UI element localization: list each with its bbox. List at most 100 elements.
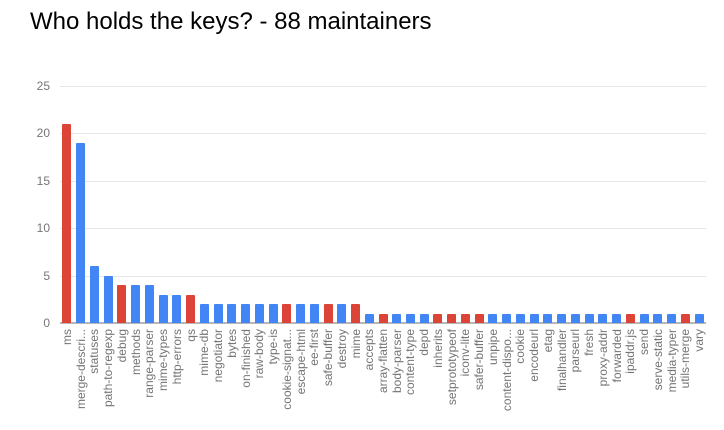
gridline bbox=[60, 86, 706, 87]
x-axis-label: on-finished bbox=[238, 329, 253, 388]
bar-mime-db[interactable] bbox=[199, 304, 209, 323]
bar-cookie-signat[interactable] bbox=[282, 304, 292, 323]
bar-statuses[interactable] bbox=[89, 266, 99, 323]
bar-inherits[interactable] bbox=[433, 313, 443, 323]
bar-qs[interactable] bbox=[186, 294, 196, 323]
bar-http-errors[interactable] bbox=[172, 294, 182, 323]
y-axis-tick-label: 5 bbox=[43, 268, 50, 283]
x-axis-label: setprototypeof bbox=[444, 329, 459, 406]
y-axis-tick-label: 0 bbox=[43, 316, 50, 330]
x-axis-label: cookie-signat... bbox=[279, 329, 294, 410]
x-axis-label: cookie bbox=[513, 329, 528, 364]
gridline bbox=[60, 180, 706, 182]
bar-serve-static[interactable] bbox=[653, 313, 663, 323]
bar-ee-first[interactable] bbox=[309, 304, 319, 323]
bar-cookie[interactable] bbox=[515, 313, 525, 323]
bar-mime[interactable] bbox=[351, 304, 360, 323]
bar-path-to-regexp[interactable] bbox=[103, 275, 113, 323]
x-axis-label: fresh bbox=[582, 329, 597, 356]
gridline bbox=[60, 133, 706, 135]
x-axis-label: utils-merge bbox=[678, 329, 693, 389]
bar-fresh[interactable] bbox=[584, 313, 594, 323]
x-axis-label: ee-first bbox=[307, 329, 322, 366]
x-axis-label: parseurl bbox=[568, 329, 583, 373]
x-axis-label: safer-buffer bbox=[472, 329, 487, 391]
x-axis-label: destroy bbox=[334, 329, 349, 369]
bar-setprototypeof[interactable] bbox=[447, 313, 457, 323]
bar-iconv-lite[interactable] bbox=[460, 313, 470, 323]
bar-forwarded[interactable] bbox=[612, 313, 622, 323]
x-axis-label: ipaddr.js bbox=[623, 329, 638, 374]
x-axis-label: range-parser bbox=[142, 329, 157, 398]
bar-send[interactable] bbox=[639, 313, 649, 323]
x-axis-label: raw-body bbox=[252, 329, 267, 379]
bar-merge-descri[interactable] bbox=[76, 142, 86, 323]
x-axis-label: inherits bbox=[430, 329, 445, 368]
x-axis-label: debug bbox=[114, 329, 129, 363]
x-axis-label: content-type bbox=[403, 329, 418, 396]
x-axis-label: merge-descri... bbox=[73, 329, 88, 410]
bar-utils-merge[interactable] bbox=[680, 313, 690, 323]
y-axis-tick-label: 10 bbox=[36, 221, 50, 236]
bar-escape-html[interactable] bbox=[296, 304, 306, 323]
bar-accepts[interactable] bbox=[364, 313, 374, 323]
x-axis-label: path-to-regexp bbox=[101, 329, 116, 408]
bar-methods[interactable] bbox=[131, 285, 141, 323]
bar-content-type[interactable] bbox=[405, 313, 415, 323]
y-axis-tick-label: 20 bbox=[36, 126, 50, 141]
y-axis-tick-label: 15 bbox=[36, 173, 50, 188]
bar-ms[interactable] bbox=[62, 123, 72, 323]
x-axis-label: depd bbox=[417, 329, 432, 356]
x-axis-label: unpipe bbox=[485, 329, 500, 366]
bar-raw-body[interactable] bbox=[254, 304, 264, 323]
bar-proxy-addr[interactable] bbox=[598, 313, 608, 323]
bar-on-finished[interactable] bbox=[241, 304, 251, 323]
x-axis-line bbox=[60, 322, 706, 324]
x-axis-label: forwarded bbox=[609, 329, 624, 383]
bar-safer-buffer[interactable] bbox=[474, 313, 484, 323]
bar-depd[interactable] bbox=[419, 313, 429, 323]
x-axis-label: vary bbox=[692, 329, 707, 352]
x-axis-label: etag bbox=[540, 329, 555, 353]
x-axis-label: methods bbox=[128, 329, 143, 376]
bar-bytes[interactable] bbox=[227, 304, 237, 323]
gridline bbox=[60, 228, 706, 230]
x-axis-label: body-parser bbox=[389, 329, 404, 394]
bar-finalhandler[interactable] bbox=[557, 313, 567, 323]
gridline bbox=[60, 275, 706, 277]
bar-vary[interactable] bbox=[694, 313, 704, 323]
bar-destroy[interactable] bbox=[337, 304, 347, 323]
x-axis-label: bytes bbox=[224, 329, 239, 358]
x-axis-label: accepts bbox=[362, 329, 377, 371]
bar-safe-buffer[interactable] bbox=[323, 304, 333, 323]
bar-body-parser[interactable] bbox=[392, 313, 402, 323]
x-axis-label: qs bbox=[183, 329, 198, 342]
x-axis-label: proxy-addr bbox=[595, 329, 610, 387]
x-axis-label: media-typer bbox=[664, 329, 679, 393]
x-axis-label: iconv-lite bbox=[458, 329, 473, 377]
x-axis-label: finalhandler bbox=[554, 329, 569, 392]
bar-array-flatten[interactable] bbox=[378, 313, 388, 323]
x-axis-label: escape-html bbox=[293, 329, 308, 395]
bar-etag[interactable] bbox=[543, 313, 553, 323]
x-axis-label: send bbox=[637, 329, 652, 356]
y-axis-tick-label: 25 bbox=[36, 79, 50, 93]
bar-range-parser[interactable] bbox=[144, 285, 154, 323]
bar-media-typer[interactable] bbox=[667, 313, 677, 323]
bar-parseurl[interactable] bbox=[570, 313, 580, 323]
bar-negotiator[interactable] bbox=[213, 304, 223, 323]
x-axis-label: ms bbox=[59, 329, 74, 345]
bar-encodeurl[interactable] bbox=[529, 313, 539, 323]
bar-unpipe[interactable] bbox=[488, 313, 498, 323]
bar-content-dispo[interactable] bbox=[502, 313, 512, 323]
bar-mime-types[interactable] bbox=[158, 294, 168, 323]
bar-debug[interactable] bbox=[117, 285, 127, 323]
x-axis-label: mime bbox=[348, 329, 363, 359]
x-axis-label: negotiator bbox=[211, 329, 226, 383]
x-axis-label: mime-types bbox=[156, 329, 171, 392]
bar-ipaddr-js[interactable] bbox=[625, 313, 635, 323]
bar-type-is[interactable] bbox=[268, 304, 278, 323]
x-axis-label: type-is bbox=[266, 329, 281, 365]
x-axis-label: array-flatten bbox=[376, 329, 390, 394]
